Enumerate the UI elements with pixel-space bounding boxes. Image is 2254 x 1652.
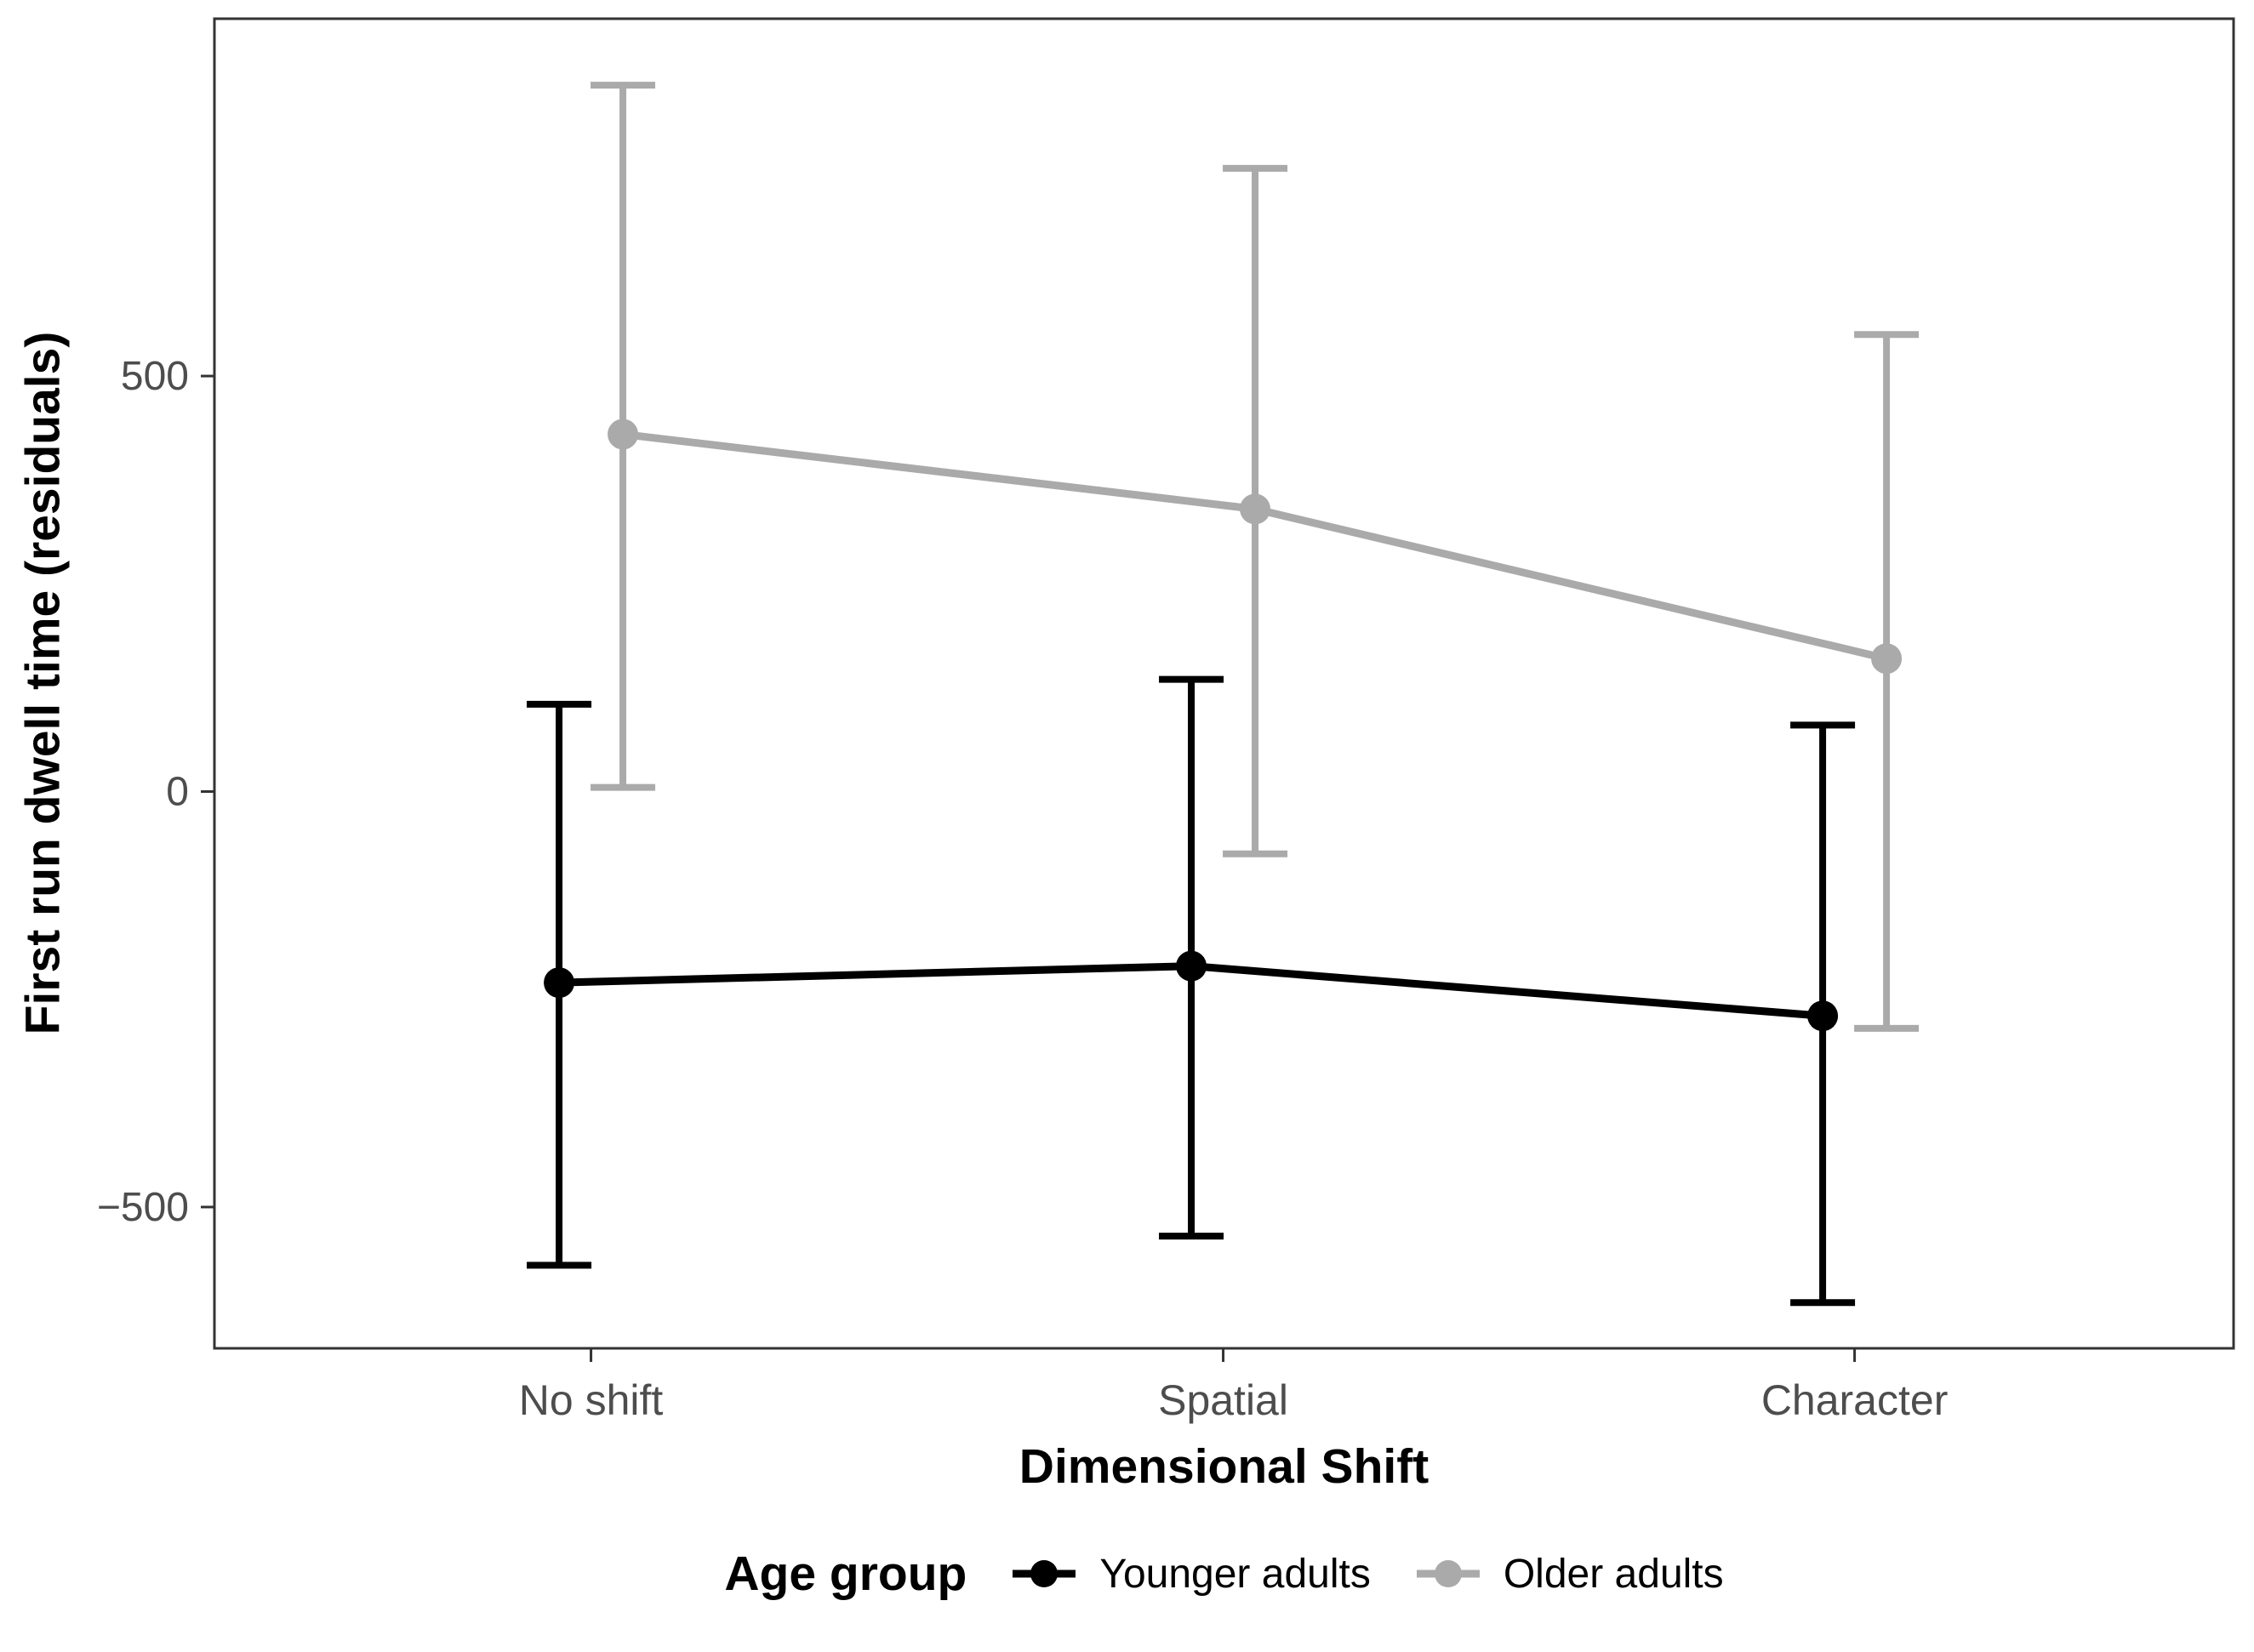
x-axis-title: Dimensional Shift [1019,1439,1429,1494]
y-tick-label: 0 [166,769,189,814]
x-tick-label: No shift [519,1376,664,1424]
line-point-key-icon [1013,1560,1076,1587]
x-tick-label: Spatial [1158,1376,1288,1424]
legend: Age group Younger adults Older adults [214,1531,2234,1616]
y-tick-label: 500 [121,354,189,399]
data-point [1176,950,1207,982]
data-point [1807,1000,1839,1032]
y-axis-title: First run dwell time (residuals) [15,331,71,1035]
plot-area: 500 0 −500 No shift Spatial Character [97,17,2235,1424]
legend-item-label: Younger adults [1099,1551,1371,1597]
legend-item-older-adults: Older adults [1412,1550,1724,1598]
legend-title: Age group [724,1547,967,1601]
y-tick-label: −500 [97,1185,189,1230]
panel-border [213,17,2235,1350]
legend-item-younger-adults: Younger adults [1007,1550,1371,1598]
data-point [608,419,639,450]
legend-item-label: Older adults [1503,1551,1724,1597]
line-point-key-icon [1416,1560,1480,1587]
data-point [1240,493,1271,525]
data-point [1871,643,1903,675]
x-tick-label: Character [1761,1376,1949,1424]
data-point [544,967,575,999]
